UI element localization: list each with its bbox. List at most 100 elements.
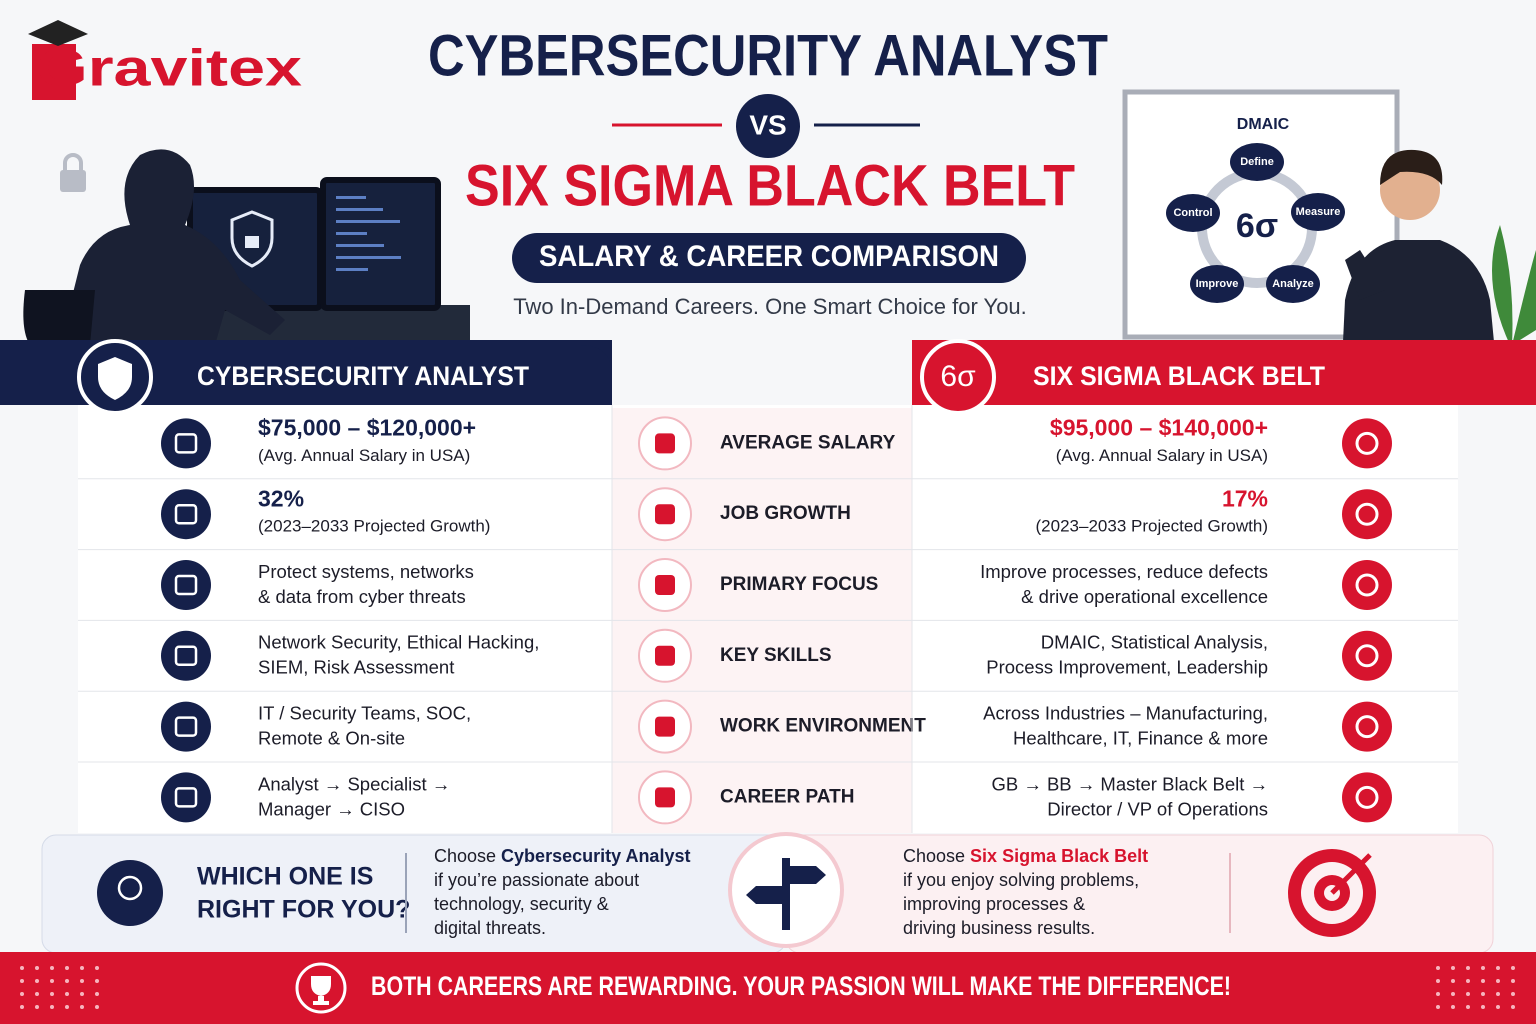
- row-label: WORK ENVIRONMENT: [720, 716, 926, 737]
- cycle-step: [1291, 193, 1345, 231]
- right-icon: [1342, 772, 1392, 823]
- dot: [20, 992, 24, 996]
- cycle-step: [1230, 143, 1284, 181]
- dot: [1466, 979, 1470, 983]
- title-left: CYBERSECURITY ANALYST: [428, 23, 1108, 88]
- signpost-pole: [782, 858, 790, 930]
- logo-cap: [28, 20, 88, 46]
- left-text: 32%: [258, 485, 304, 511]
- dot: [95, 979, 99, 983]
- choice-highlight: Cybersecurity Analyst: [501, 846, 690, 866]
- right-text: $95,000 – $140,000+: [1050, 414, 1268, 440]
- dot: [50, 966, 54, 970]
- footer-band: [0, 952, 1536, 1024]
- right-icon: [1342, 489, 1392, 540]
- dot: [20, 1005, 24, 1009]
- left-tab: [0, 345, 612, 405]
- left-icon: [161, 560, 211, 610]
- lock-body: [60, 170, 86, 192]
- dot: [1511, 966, 1515, 970]
- code-line: [336, 244, 384, 247]
- left-text: (2023–2033 Projected Growth): [258, 517, 490, 536]
- choice-lead: Choose: [434, 846, 496, 866]
- right-icon-glyph: [1355, 573, 1379, 597]
- right-header-icon: [920, 339, 996, 415]
- code-line: [336, 256, 401, 259]
- choice-line: driving business results.: [903, 918, 1095, 938]
- cycle-step-label: Measure: [1296, 206, 1341, 218]
- cycle-step-label: Analyze: [1272, 278, 1314, 290]
- right-icon: [1342, 560, 1392, 610]
- right-text: Process Improvement, Leadership: [986, 657, 1268, 678]
- code-line: [336, 232, 367, 235]
- dot: [1436, 966, 1440, 970]
- left-icon: [161, 489, 211, 540]
- dot: [20, 979, 24, 983]
- choice-line: digital threats.: [434, 918, 546, 938]
- left-icon-glyph: [174, 787, 198, 808]
- dot: [1451, 1005, 1455, 1009]
- dot: [35, 992, 39, 996]
- right-text: (Avg. Annual Salary in USA): [1056, 446, 1268, 465]
- bulb-glyph: [117, 875, 143, 901]
- dot: [1511, 1005, 1515, 1009]
- dot: [1481, 992, 1485, 996]
- right-text: 17%: [1222, 485, 1268, 511]
- dot: [1481, 1005, 1485, 1009]
- left-icon: [161, 630, 211, 681]
- dot: [1436, 979, 1440, 983]
- left-text: Network Security, Ethical Hacking,: [258, 632, 539, 653]
- dot: [1511, 979, 1515, 983]
- right-text: GB → BB → Master Black Belt →: [991, 773, 1268, 794]
- subtitle: SALARY & CAREER COMPARISON: [539, 240, 999, 273]
- dot: [1466, 966, 1470, 970]
- cycle-step: [1266, 265, 1320, 303]
- left-text: IT / Security Teams, SOC,: [258, 702, 471, 723]
- middle-icon-glyph: [655, 645, 675, 666]
- choice-line: if you’re passionate about: [434, 870, 639, 890]
- shield: [230, 210, 274, 268]
- dot: [80, 992, 84, 996]
- left-text: (Avg. Annual Salary in USA): [258, 446, 470, 465]
- left-text: Manager → CISO: [258, 798, 405, 819]
- dot: [65, 1005, 69, 1009]
- dot: [1451, 979, 1455, 983]
- title-right: SIX SIGMA BLACK BELT: [465, 153, 1075, 218]
- dot: [1496, 966, 1500, 970]
- left-header-shield: [98, 357, 132, 400]
- dot: [1481, 966, 1485, 970]
- left-icon-glyph: [174, 716, 198, 737]
- presenter-hair: [1380, 149, 1443, 185]
- left-text: Remote & On-site: [258, 727, 405, 748]
- code-line: [336, 196, 366, 199]
- shield-lock: [245, 236, 259, 248]
- row-label: PRIMARY FOCUS: [720, 574, 878, 595]
- middle-icon-glyph: [655, 575, 675, 595]
- dot: [1436, 1005, 1440, 1009]
- code-line: [336, 208, 383, 211]
- right-icon-glyph: [1355, 502, 1379, 526]
- right-icon-glyph: [1355, 431, 1379, 455]
- code-line: [336, 220, 400, 223]
- dot: [1481, 979, 1485, 983]
- middle-icon-glyph: [655, 716, 675, 737]
- left-text: $75,000 – $120,000+: [258, 414, 476, 440]
- dot: [65, 966, 69, 970]
- row-label: AVERAGE SALARY: [720, 432, 896, 453]
- signpost-sign: [746, 866, 826, 904]
- choice-line: technology, security &: [434, 894, 609, 914]
- middle-icon-glyph: [655, 787, 675, 808]
- whiteboard-title: DMAIC: [1237, 116, 1290, 133]
- right-text: Across Industries – Manufacturing,: [983, 702, 1268, 723]
- right-icon-glyph: [1355, 644, 1379, 668]
- dot: [35, 1005, 39, 1009]
- right-text: Director / VP of Operations: [1047, 798, 1268, 819]
- left-icon: [161, 701, 211, 752]
- dot: [80, 1005, 84, 1009]
- question: WHICH ONE IS: [197, 863, 373, 891]
- right-header: SIX SIGMA BLACK BELT: [1033, 361, 1325, 391]
- left-icon-glyph: [174, 433, 198, 454]
- cycle-step: [1190, 265, 1244, 303]
